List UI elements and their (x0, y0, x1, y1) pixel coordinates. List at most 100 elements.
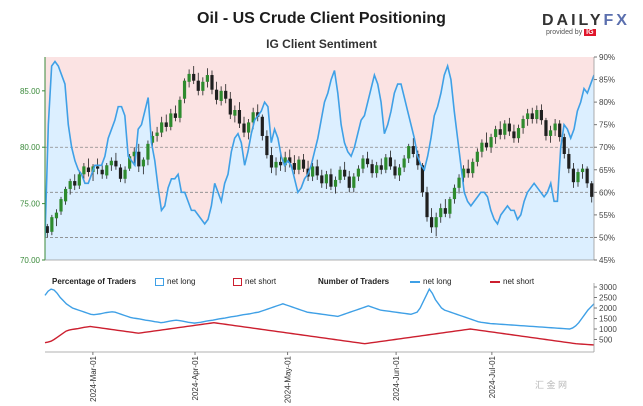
candle-body (370, 164, 374, 174)
candle-body (169, 113, 173, 127)
legend-num-long: net long (410, 277, 451, 286)
candle-body (164, 122, 168, 127)
logo-ig: IG (584, 29, 596, 36)
candle-body (512, 131, 516, 139)
candle-body (457, 177, 461, 188)
candle-body (548, 130, 553, 136)
candle-body (503, 123, 507, 135)
candle-body (160, 122, 164, 133)
candle-body (196, 80, 200, 91)
candle-body (384, 157, 388, 170)
candle-body (237, 110, 242, 124)
bottom-right-tick-label: 1500 (599, 315, 617, 324)
candle-body (521, 119, 525, 129)
candle-body (526, 113, 530, 120)
candle-body (292, 163, 296, 170)
candle-body (59, 199, 63, 212)
candle-body (484, 142, 489, 148)
left-tick-label: 75.00 (20, 200, 41, 209)
candle-body (553, 123, 557, 131)
candle-body (347, 176, 351, 188)
candle-body (475, 151, 479, 162)
candle-body (333, 179, 338, 187)
candle-body (150, 135, 155, 143)
candle-body (530, 113, 534, 120)
right-tick-label: 45% (599, 256, 615, 265)
legend-long-swatch (155, 277, 164, 286)
candle-body (128, 156, 132, 169)
logo-fx: FX (603, 12, 630, 29)
candle-body (562, 137, 566, 154)
candle-body (498, 129, 502, 135)
candle-body (343, 169, 347, 177)
logo-daily: DAILY (542, 12, 604, 29)
net-long-area (45, 61, 594, 260)
logo-provided-by: provided by (546, 29, 583, 36)
candle-body (329, 174, 333, 187)
candle-body (443, 208, 447, 214)
legend-num-long-label: net long (423, 277, 452, 286)
candle-body (480, 142, 484, 152)
legend-pct-long: net long (155, 277, 195, 286)
x-tick-label: 2024-Jul-01 (488, 355, 497, 398)
bottom-right-tick-label: 2000 (599, 304, 617, 313)
candle-body (420, 165, 425, 193)
candle-body (535, 110, 539, 120)
candle-body (466, 168, 470, 174)
bottom-right-tick-label: 3000 (599, 283, 617, 292)
candle-body (45, 226, 49, 233)
candle-body (242, 123, 246, 133)
candle-body (388, 157, 393, 167)
candle-body (77, 174, 81, 186)
x-tick-label: 2024-Jun-01 (392, 355, 401, 400)
candle-body (429, 217, 434, 228)
candle-body (233, 110, 237, 116)
candle-body (311, 166, 315, 177)
candle-body (105, 165, 109, 176)
candle-body (246, 122, 251, 133)
candle-body (123, 169, 127, 179)
bottom-right-tick-label: 1000 (599, 325, 617, 334)
candle-body (251, 112, 255, 123)
candle-body (590, 183, 594, 197)
candle-body (567, 153, 571, 169)
candle-body (205, 75, 210, 82)
candle-body (279, 161, 283, 166)
legend-num-long-swatch (410, 280, 420, 283)
candle-body (297, 159, 301, 170)
candle-body (210, 75, 214, 90)
candle-body (288, 157, 292, 164)
candle-body (114, 160, 118, 167)
candle-body (228, 98, 232, 115)
candle-body (411, 146, 415, 154)
candle-body (73, 181, 77, 186)
candle-body (141, 159, 145, 167)
candle-body (397, 167, 402, 176)
candle-body (402, 158, 406, 168)
candle-body (585, 168, 589, 184)
candle-body (324, 174, 328, 184)
candle-body (448, 199, 452, 214)
chart-subtitle: IG Client Sentiment (266, 37, 377, 51)
left-tick-label: 80.00 (20, 143, 41, 152)
candle-body (256, 112, 260, 117)
right-tick-label: 80% (599, 98, 615, 107)
candle-body (571, 168, 576, 183)
candle-body (315, 166, 319, 176)
candle-body (192, 73, 196, 81)
right-tick-label: 90% (599, 53, 615, 62)
candle-body (407, 146, 411, 159)
candle-body (356, 168, 360, 177)
candle-body (283, 157, 287, 166)
legend-percentage-title: Percentage of Traders (52, 277, 137, 286)
candles-group (45, 66, 594, 238)
net-long-line (45, 60, 594, 238)
candle-body (173, 113, 177, 118)
candle-body (393, 166, 397, 176)
legend-pct-short: net short (233, 277, 276, 286)
x-tick-label: 2024-Mar-01 (89, 355, 98, 401)
candle-body (178, 99, 182, 118)
right-tick-label: 65% (599, 166, 615, 175)
